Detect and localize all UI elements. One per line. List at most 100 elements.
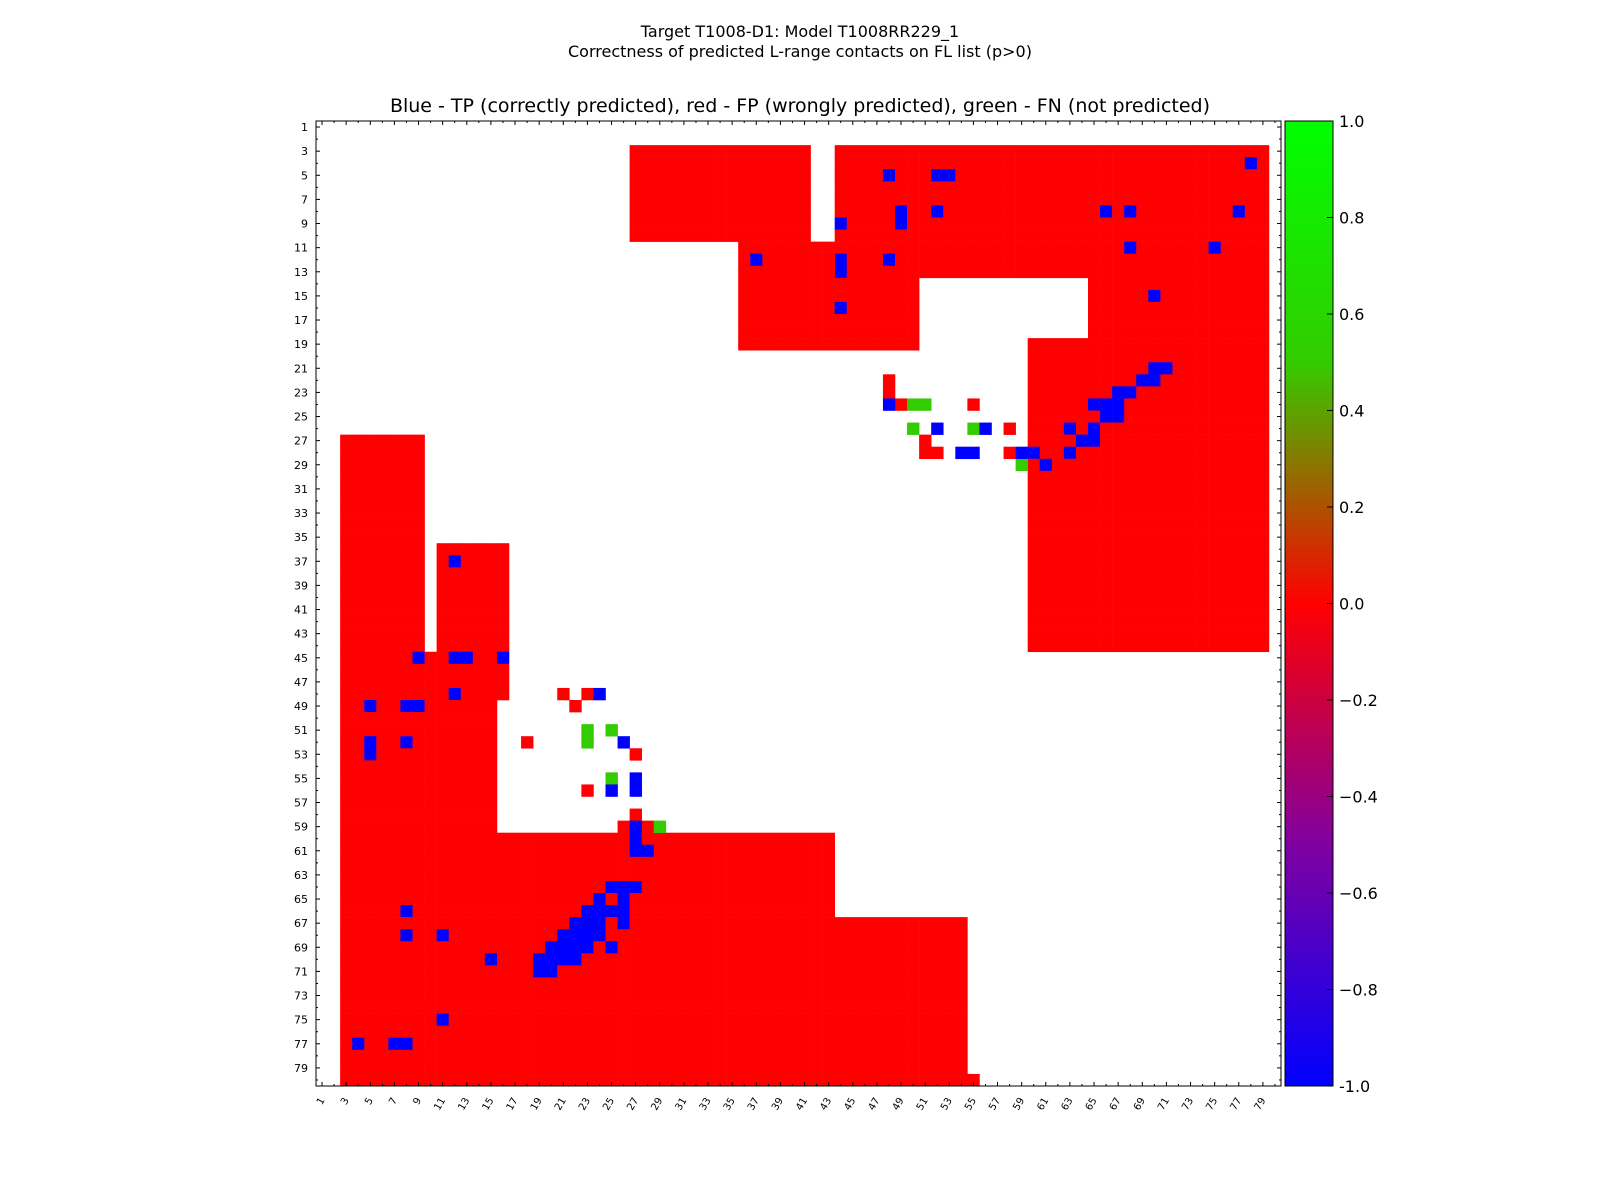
contact-cell-fp <box>1244 482 1258 496</box>
contact-cell-fp <box>593 1001 606 1014</box>
contact-cell-fp <box>460 543 474 556</box>
contact-cell-fp <box>376 458 389 472</box>
contact-cell-fp <box>484 808 498 821</box>
contact-cell-fp <box>1220 205 1234 218</box>
contact-cell-fp <box>774 1061 787 1075</box>
contact-cell-fp <box>714 1037 727 1051</box>
contact-cell-fp <box>702 1013 715 1026</box>
contact-cell-fp <box>1063 458 1077 472</box>
contact-cell-fp <box>1112 362 1125 375</box>
contact-cell-fp <box>340 1061 353 1075</box>
contact-cell-fp <box>738 965 751 978</box>
contact-cell-fp <box>1124 350 1137 363</box>
contact-cell-fp <box>762 314 775 327</box>
contact-cell-fp <box>617 820 630 833</box>
contact-cell-fp <box>472 1061 486 1075</box>
contact-cell-fp <box>593 989 606 1002</box>
contact-cell-fp <box>1208 422 1221 435</box>
contact-cell-fn <box>605 724 618 737</box>
contact-cell-tp <box>1027 446 1041 460</box>
contact-cell-fp <box>858 1049 872 1063</box>
contact-cell-fp <box>1208 205 1221 218</box>
contact-cell-fp <box>846 1013 860 1026</box>
contact-cell-fp <box>593 941 606 954</box>
contact-cell-fp <box>1220 470 1234 484</box>
contact-cell-fp <box>1124 362 1137 375</box>
contact-cell-fp <box>412 929 425 942</box>
contact-cell-fp <box>509 1073 522 1087</box>
contact-cell-fp <box>1256 627 1270 640</box>
contact-cell-tp <box>1063 446 1077 460</box>
contact-cell-fp <box>810 1001 823 1014</box>
contact-cell-fp <box>1196 482 1209 496</box>
contact-cell-tp <box>436 1013 449 1026</box>
contact-cell-tp <box>593 929 606 942</box>
contact-cell-fp <box>484 543 498 556</box>
contact-cell-fp <box>352 844 365 858</box>
contact-cell-fp <box>617 929 630 942</box>
contact-cell-fp <box>1256 326 1270 339</box>
contact-cell-fp <box>1196 398 1209 411</box>
contact-cell-fp <box>376 1049 389 1063</box>
contact-cell-fp <box>509 953 522 966</box>
contact-cell-fp <box>400 868 413 882</box>
contact-cell-fp <box>1160 205 1173 218</box>
contact-cell-fp <box>870 1037 884 1051</box>
contact-cell-fp <box>895 289 908 303</box>
contact-cell-fp <box>762 856 775 870</box>
contact-cell-fp <box>472 543 486 556</box>
contact-cell-tp <box>931 422 944 435</box>
contact-cell-fp <box>521 965 534 978</box>
contact-cell-fp <box>340 1049 353 1063</box>
contact-cell-fp <box>1112 470 1125 484</box>
contact-cell-fp <box>810 844 823 858</box>
contact-cell-fp <box>1244 434 1258 447</box>
contact-cell-fp <box>1148 494 1161 508</box>
contact-cell-fp <box>448 675 462 689</box>
contact-cell-tp <box>569 941 582 954</box>
contact-cell-fp <box>991 157 1004 170</box>
contact-cell-fp <box>1088 615 1101 628</box>
contact-cell-fp <box>653 1073 667 1087</box>
contact-cell-fp <box>557 989 570 1002</box>
contact-cell-fp <box>907 1073 920 1087</box>
x-tick-label: 51 <box>915 1096 931 1113</box>
contact-cell-fp <box>388 760 401 773</box>
contact-cell-fp <box>1124 531 1137 544</box>
contact-cell-fp <box>882 301 896 315</box>
contact-cell-fp <box>376 651 389 665</box>
contact-cell-fp <box>376 953 389 966</box>
contact-cell-fp <box>641 1001 655 1014</box>
contact-cell-fp <box>955 1061 968 1075</box>
contact-cell-fp <box>907 989 920 1002</box>
contact-cell-fp <box>436 675 449 689</box>
contact-cell-fp <box>388 543 401 556</box>
contact-cell-fp <box>1172 374 1185 387</box>
contact-cell-fp <box>1220 253 1234 267</box>
contact-cell-fp <box>1148 205 1161 218</box>
contact-cell-fp <box>364 591 377 604</box>
contact-cell-fp <box>955 941 968 954</box>
contact-cell-fp <box>774 193 787 206</box>
contact-cell-fp <box>786 265 799 279</box>
contact-cell-fp <box>1244 579 1258 592</box>
contact-cell-fp <box>1088 229 1101 242</box>
contact-cell-fp <box>677 880 691 894</box>
y-tick-label: 69 <box>294 941 308 954</box>
contact-cell-fp <box>1051 639 1065 653</box>
contact-cell-fp <box>1184 410 1197 423</box>
contact-cell-fp <box>774 181 787 194</box>
contact-cell-fp <box>834 193 848 206</box>
contact-cell-fp <box>605 844 618 858</box>
contact-cell-fp <box>605 989 618 1002</box>
contact-cell-fp <box>484 675 498 689</box>
contact-cell-fp <box>1232 253 1246 267</box>
contact-cell-fp <box>822 326 835 339</box>
contact-cell-fp <box>931 1013 944 1026</box>
contact-cell-fp <box>653 157 667 170</box>
contact-cell-fp <box>665 1049 679 1063</box>
contact-cell-fp <box>1039 181 1053 194</box>
y-tick-label: 63 <box>294 869 308 882</box>
contact-cell-fp <box>834 989 848 1002</box>
contact-cell-fp <box>834 1037 848 1051</box>
